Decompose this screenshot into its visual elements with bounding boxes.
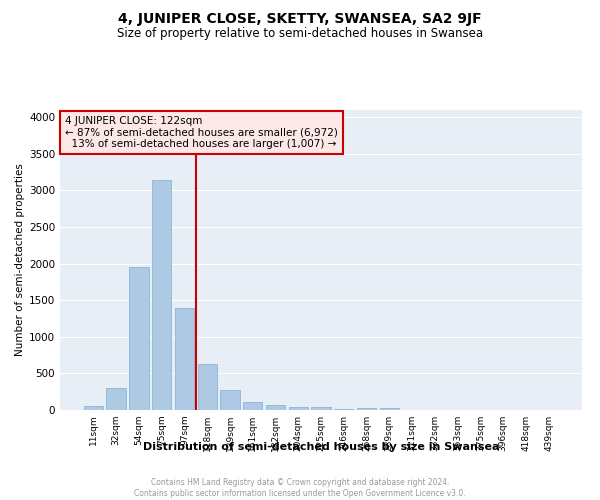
Bar [243,402,262,410]
Y-axis label: Number of semi-detached properties: Number of semi-detached properties [15,164,25,356]
Bar [84,406,103,410]
Bar [152,180,172,410]
Bar [175,308,194,410]
Bar [289,406,308,410]
Text: Size of property relative to semi-detached houses in Swansea: Size of property relative to semi-detach… [117,28,483,40]
Bar [129,268,149,410]
Bar [197,364,217,410]
Bar [334,408,353,410]
Text: 4 JUNIPER CLOSE: 122sqm
← 87% of semi-detached houses are smaller (6,972)
  13% : 4 JUNIPER CLOSE: 122sqm ← 87% of semi-de… [65,116,338,149]
Text: Distribution of semi-detached houses by size in Swansea: Distribution of semi-detached houses by … [143,442,499,452]
Bar [380,408,399,410]
Text: Contains HM Land Registry data © Crown copyright and database right 2024.
Contai: Contains HM Land Registry data © Crown c… [134,478,466,498]
Text: 4, JUNIPER CLOSE, SKETTY, SWANSEA, SA2 9JF: 4, JUNIPER CLOSE, SKETTY, SWANSEA, SA2 9… [118,12,482,26]
Bar [357,408,376,410]
Bar [266,405,285,410]
Bar [311,408,331,410]
Bar [220,390,239,410]
Bar [106,388,126,410]
